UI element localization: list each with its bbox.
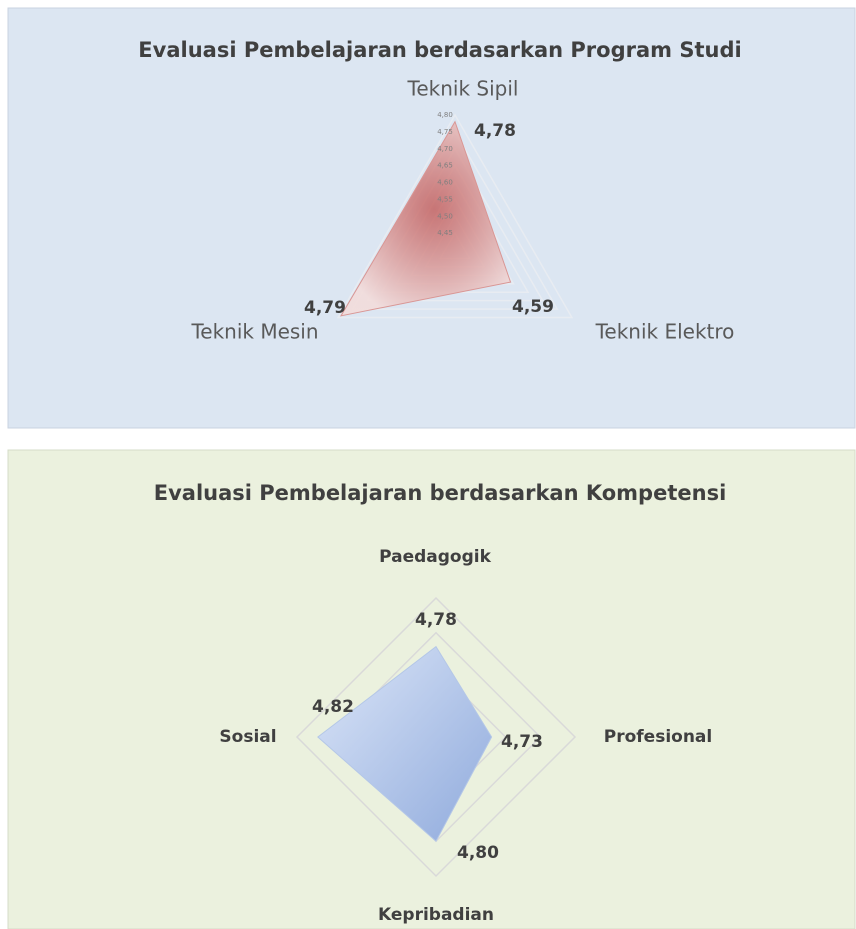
chart-title: Evaluasi Pembelajaran berdasarkan Kompet… [154,481,727,505]
value-label: 4,80 [457,843,499,863]
tick-label: 4,50 [437,212,453,220]
tick-label: 4,60 [437,179,453,187]
category-label: Sosial [219,727,276,747]
category-label: Kepribadian [378,905,494,925]
category-label: Teknik Elektro [595,320,735,344]
category-label: Profesional [604,727,712,747]
tick-label: 4,45 [437,229,453,237]
tick-label: 4,55 [437,195,453,203]
value-label: 4,79 [304,298,346,318]
tick-label: 4,65 [437,162,453,170]
value-label: 4,59 [512,297,554,317]
tick-label: 4,70 [437,145,453,153]
radar-area [317,645,493,843]
value-label: 4,78 [474,121,516,141]
radar-area [340,120,512,317]
grid-ring [295,596,577,878]
tick-label: 4,80 [437,111,453,119]
category-label: Teknik Mesin [190,320,318,344]
tick-label: 4,75 [437,128,453,136]
category-label: Teknik Sipil [407,77,519,101]
category-label: Paedagogik [379,547,491,567]
chart-title: Evaluasi Pembelajaran berdasarkan Progra… [138,38,741,62]
grid-ring [336,113,574,319]
value-label: 4,78 [415,610,457,630]
value-label: 4,82 [312,697,354,717]
value-label: 4,73 [501,732,543,752]
